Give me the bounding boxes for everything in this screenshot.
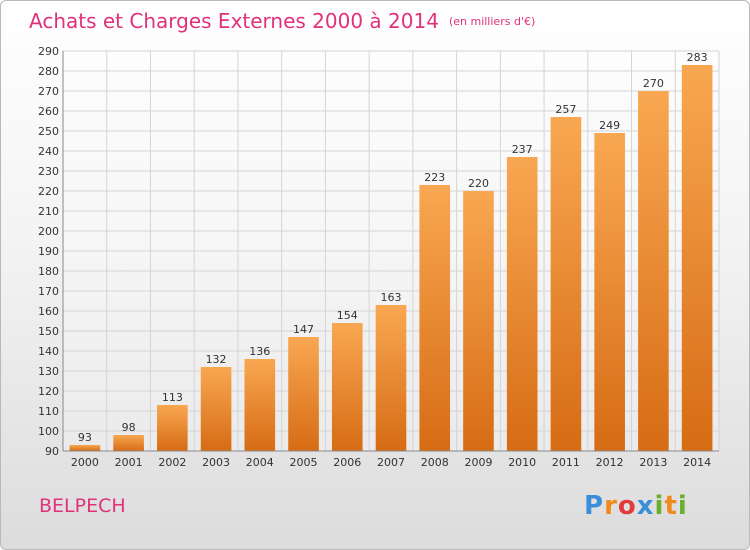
bar <box>244 359 276 451</box>
bar <box>157 405 188 451</box>
y-tick-label: 190 <box>38 245 59 258</box>
x-tick-label: 2012 <box>596 456 624 469</box>
data-label: 257 <box>555 103 576 116</box>
x-tick-label: 2008 <box>421 456 449 469</box>
bar <box>638 91 669 451</box>
x-tick-label: 2006 <box>333 456 361 469</box>
bar <box>594 133 625 451</box>
y-tick-label: 110 <box>38 405 59 418</box>
y-tick-label: 90 <box>45 445 59 458</box>
x-tick-label: 2014 <box>683 456 711 469</box>
x-tick-label: 2013 <box>639 456 667 469</box>
x-tick-label: 2003 <box>202 456 230 469</box>
y-tick-label: 120 <box>38 385 59 398</box>
bar <box>506 157 538 451</box>
bar <box>550 117 582 451</box>
logo-letter: P <box>584 491 605 521</box>
bar <box>375 305 407 451</box>
x-tick-label: 2001 <box>115 456 143 469</box>
logo-letter: r <box>604 491 618 521</box>
x-tick-label: 2010 <box>508 456 536 469</box>
data-label: 223 <box>424 171 445 184</box>
y-tick-label: 270 <box>38 85 59 98</box>
bar <box>331 323 363 451</box>
y-tick-label: 150 <box>38 325 59 338</box>
data-label: 220 <box>468 177 489 190</box>
y-tick-label: 260 <box>38 105 59 118</box>
logo-letter: x <box>636 491 655 521</box>
axes: 90 100 110 120 130 140 150 160 170 180 190 200 210 22… <box>38 45 719 469</box>
data-label: 283 <box>687 51 708 64</box>
bar <box>113 435 144 451</box>
data-label: 93 <box>78 431 92 444</box>
data-label: 147 <box>293 323 314 336</box>
data-label: 132 <box>206 353 227 366</box>
y-tick-label: 290 <box>38 45 59 58</box>
y-tick-label: 160 <box>38 305 59 318</box>
logo-letter: i <box>654 491 665 521</box>
y-tick-label: 130 <box>38 365 59 378</box>
y-tick-label: 170 <box>38 285 59 298</box>
title-text: Achats et Charges Externes 2000 à 2014 <box>29 9 439 33</box>
y-tick-label: 140 <box>38 345 59 358</box>
x-tick-label: 2000 <box>71 456 99 469</box>
y-tick-label: 200 <box>38 225 59 238</box>
data-label: 163 <box>381 291 402 304</box>
y-tick-label: 280 <box>38 65 59 78</box>
commune-name: BELPECH <box>39 495 126 517</box>
bar <box>419 185 451 451</box>
y-tick-label: 180 <box>38 265 59 278</box>
y-tick-label: 100 <box>38 425 59 438</box>
x-tick-label: 2009 <box>464 456 492 469</box>
y-tick-label: 220 <box>38 185 59 198</box>
data-label: 249 <box>599 119 620 132</box>
logo-letter: o <box>617 491 637 521</box>
data-label: 136 <box>249 345 270 358</box>
data-label: 270 <box>643 77 664 90</box>
y-tick-label: 250 <box>38 125 59 138</box>
x-tick-label: 2005 <box>290 456 318 469</box>
bar <box>69 445 101 451</box>
logo-letter: t <box>664 491 678 521</box>
title-unit: (en milliers d'€) <box>448 15 536 28</box>
chart-title: Achats et Charges Externes 2000 à 2014 (e… <box>29 9 535 33</box>
y-tick-label: 230 <box>38 165 59 178</box>
proxiti-logo[interactable]: Proxiti <box>584 491 688 521</box>
x-tick-label: 2004 <box>246 456 274 469</box>
data-label: 113 <box>162 391 183 404</box>
data-label: 237 <box>512 143 533 156</box>
x-tick-label: 2011 <box>552 456 580 469</box>
bar <box>463 191 494 451</box>
bars: 93 98 113 132 136 147 154 163 223 220 237 257 249 270… <box>69 51 713 451</box>
x-tick-label: 2007 <box>377 456 405 469</box>
bar <box>200 367 232 451</box>
x-tick-label: 2002 <box>158 456 186 469</box>
data-label: 98 <box>122 421 136 434</box>
bar <box>288 337 319 451</box>
logo-letter: i <box>677 491 688 521</box>
y-tick-label: 210 <box>38 205 59 218</box>
y-tick-label: 240 <box>38 145 59 158</box>
bar <box>681 65 713 451</box>
data-label: 154 <box>337 309 358 322</box>
